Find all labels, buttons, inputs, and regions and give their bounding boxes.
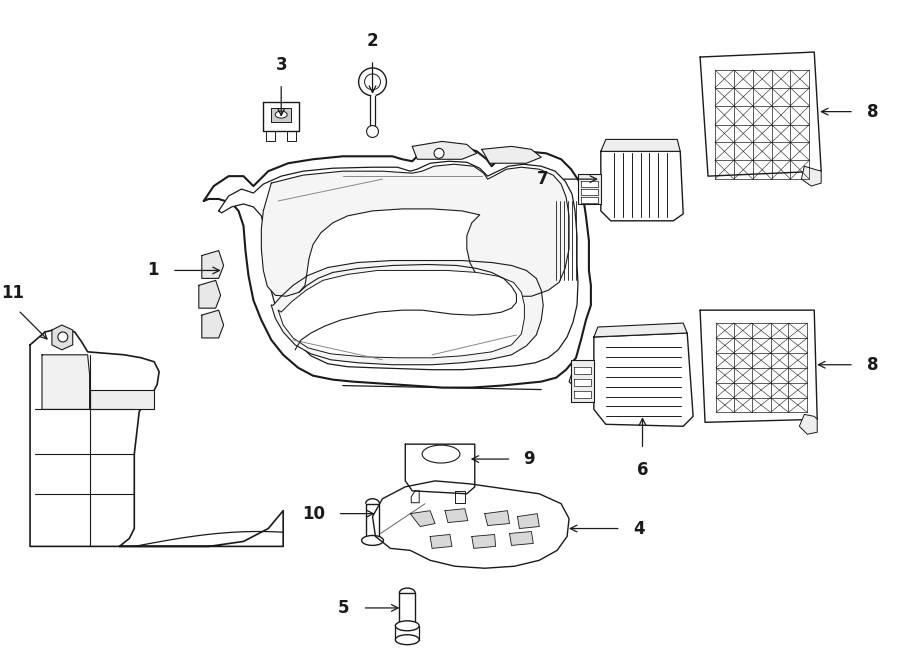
Polygon shape — [373, 481, 569, 568]
Polygon shape — [261, 164, 569, 296]
Ellipse shape — [362, 535, 383, 545]
Ellipse shape — [422, 445, 460, 463]
Polygon shape — [199, 280, 220, 308]
Text: 2: 2 — [366, 32, 378, 50]
Polygon shape — [219, 161, 578, 369]
Polygon shape — [412, 141, 477, 159]
Polygon shape — [482, 146, 541, 163]
Polygon shape — [569, 368, 598, 391]
Polygon shape — [266, 132, 275, 141]
Polygon shape — [445, 509, 468, 523]
Polygon shape — [203, 146, 591, 387]
Polygon shape — [700, 52, 821, 176]
Text: 3: 3 — [275, 56, 287, 74]
Text: 4: 4 — [634, 520, 645, 537]
Polygon shape — [365, 504, 380, 541]
Polygon shape — [594, 323, 688, 337]
Text: 1: 1 — [148, 262, 159, 280]
Polygon shape — [410, 511, 435, 527]
Polygon shape — [799, 414, 817, 434]
Polygon shape — [574, 391, 591, 397]
Polygon shape — [581, 197, 598, 203]
Text: 5: 5 — [338, 599, 350, 617]
Polygon shape — [30, 328, 284, 547]
Polygon shape — [509, 531, 534, 545]
Circle shape — [58, 332, 68, 342]
Polygon shape — [202, 251, 223, 278]
Polygon shape — [287, 132, 296, 141]
Polygon shape — [594, 333, 693, 426]
Text: 8: 8 — [867, 356, 878, 373]
Polygon shape — [581, 189, 598, 195]
Text: 9: 9 — [524, 450, 535, 468]
Polygon shape — [581, 181, 598, 187]
Text: 10: 10 — [302, 504, 325, 523]
Polygon shape — [405, 444, 475, 494]
Polygon shape — [52, 325, 73, 350]
Polygon shape — [271, 260, 544, 365]
Polygon shape — [574, 379, 591, 385]
Polygon shape — [801, 166, 821, 186]
Polygon shape — [601, 151, 683, 221]
Text: 8: 8 — [867, 102, 878, 120]
Circle shape — [434, 148, 444, 158]
Polygon shape — [400, 593, 415, 626]
Text: 7: 7 — [536, 170, 548, 188]
Polygon shape — [202, 310, 223, 338]
Text: 6: 6 — [637, 461, 648, 479]
Polygon shape — [430, 535, 452, 549]
Polygon shape — [571, 360, 594, 403]
Circle shape — [358, 68, 386, 96]
Polygon shape — [411, 491, 419, 503]
Polygon shape — [700, 310, 817, 422]
Ellipse shape — [395, 635, 419, 644]
Polygon shape — [454, 491, 464, 503]
Text: 11: 11 — [1, 284, 23, 302]
Ellipse shape — [395, 621, 419, 631]
Polygon shape — [90, 389, 154, 409]
Polygon shape — [472, 535, 496, 549]
Polygon shape — [578, 174, 601, 204]
Polygon shape — [264, 102, 299, 132]
Polygon shape — [601, 139, 680, 151]
Polygon shape — [278, 270, 525, 358]
Polygon shape — [518, 514, 539, 529]
Polygon shape — [42, 355, 90, 409]
Ellipse shape — [275, 111, 287, 118]
Polygon shape — [574, 367, 591, 373]
Polygon shape — [485, 511, 509, 525]
Polygon shape — [271, 108, 291, 122]
Circle shape — [366, 126, 379, 137]
